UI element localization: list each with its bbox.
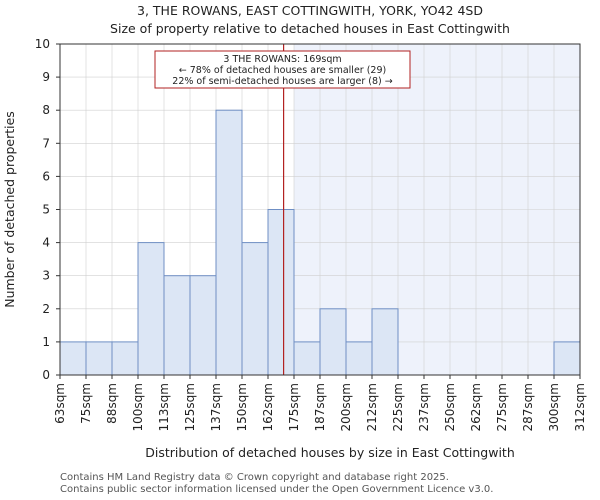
y-tick-label-4: 4: [42, 236, 50, 250]
x-tick-label-250sqm: 250sqm: [443, 383, 457, 431]
x-tick-label-187sqm: 187sqm: [313, 383, 327, 431]
annotation-line1: 3 THE ROWANS: 169sqm: [223, 54, 341, 65]
y-tick-label-0: 0: [42, 368, 50, 382]
x-tick-label-200sqm: 200sqm: [339, 383, 353, 431]
y-tick-label-2: 2: [42, 302, 50, 316]
x-tick-label-287sqm: 287sqm: [521, 383, 535, 431]
footer-copyright: Contains HM Land Registry data © Crown c…: [60, 472, 449, 483]
y-tick-label-1: 1: [42, 335, 50, 349]
x-tick-label-100sqm: 100sqm: [131, 383, 145, 431]
x-tick-label-63sqm: 63sqm: [53, 383, 67, 424]
x-tick-label-225sqm: 225sqm: [391, 383, 405, 431]
y-tick-label-7: 7: [42, 136, 50, 150]
annotation-line3: 22% of semi-detached houses are larger (…: [172, 76, 392, 87]
y-axis-label: Number of detached properties: [2, 111, 17, 308]
y-tick-label-9: 9: [42, 70, 50, 84]
x-tick-label-312sqm: 312sqm: [573, 383, 587, 431]
y-tick-label-8: 8: [42, 103, 50, 117]
bar-63sqm: [59, 341, 87, 376]
bar-187sqm: [319, 308, 347, 376]
bar-150sqm: [241, 242, 269, 376]
x-tick-label-262sqm: 262sqm: [469, 383, 483, 431]
bar-212sqm: [371, 308, 399, 376]
chart-title-line2: Size of property relative to detached ho…: [110, 21, 510, 36]
bar-88sqm: [111, 341, 139, 376]
x-tick-label-212sqm: 212sqm: [365, 383, 379, 431]
bar-162sqm: [267, 209, 295, 376]
y-tick-label-3: 3: [42, 269, 50, 283]
x-tick-label-113sqm: 113sqm: [157, 383, 171, 431]
y-tick-label-5: 5: [42, 203, 50, 217]
x-tick-label-150sqm: 150sqm: [235, 383, 249, 431]
chart-title-line1: 3, THE ROWANS, EAST COTTINGWITH, YORK, Y…: [137, 3, 483, 18]
x-tick-label-300sqm: 300sqm: [547, 383, 561, 431]
property-annotation: 3 THE ROWANS: 169sqm ← 78% of detached h…: [154, 50, 411, 89]
bar-125sqm: [189, 275, 217, 376]
annotation-box: [154, 50, 411, 89]
y-tick-label-10: 10: [35, 37, 50, 51]
footer-licence: Contains public sector information licen…: [60, 484, 494, 495]
bar-200sqm: [345, 341, 373, 376]
x-tick-label-237sqm: 237sqm: [417, 383, 431, 431]
bar-137sqm: [215, 109, 243, 376]
x-tick-label-137sqm: 137sqm: [209, 383, 223, 431]
x-tick-label-175sqm: 175sqm: [287, 383, 301, 431]
bar-175sqm: [293, 341, 321, 376]
bar-300sqm: [553, 341, 581, 376]
y-tick-label-6: 6: [42, 169, 50, 183]
x-tick-label-162sqm: 162sqm: [261, 383, 275, 431]
x-tick-label-275sqm: 275sqm: [495, 383, 509, 431]
x-tick-label-75sqm: 75sqm: [79, 383, 93, 424]
x-tick-label-88sqm: 88sqm: [105, 383, 119, 424]
bar-113sqm: [163, 275, 191, 376]
bar-100sqm: [137, 242, 165, 376]
bar-75sqm: [85, 341, 113, 376]
annotation-line2: ← 78% of detached houses are smaller (29…: [179, 65, 386, 76]
x-tick-label-125sqm: 125sqm: [183, 383, 197, 431]
x-axis-label: Distribution of detached houses by size …: [145, 445, 515, 460]
